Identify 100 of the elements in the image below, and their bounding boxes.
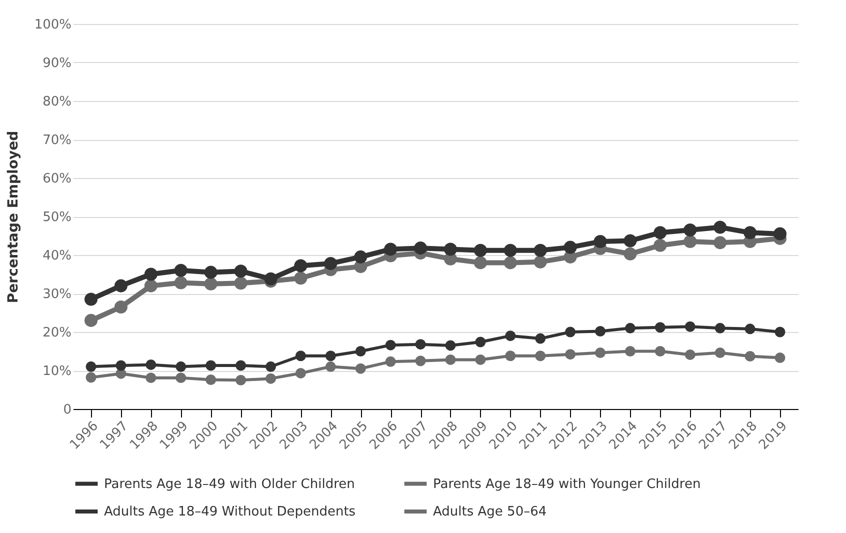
y-tick-label: 70% <box>42 133 72 148</box>
point <box>116 360 126 371</box>
point <box>414 242 428 255</box>
point <box>415 356 426 366</box>
legend-label: Parents Age 18–49 with Older Children <box>104 476 355 492</box>
point <box>264 272 278 286</box>
point <box>265 373 276 384</box>
point <box>174 264 188 277</box>
point <box>355 363 366 374</box>
point <box>295 368 306 378</box>
point <box>624 247 637 260</box>
point <box>714 220 727 234</box>
point <box>744 351 756 362</box>
y-tick-label: 0 <box>63 402 72 418</box>
point <box>445 340 456 351</box>
point <box>234 264 248 278</box>
point <box>475 336 486 348</box>
point <box>774 352 786 364</box>
point <box>114 279 128 292</box>
point <box>654 346 666 356</box>
point <box>595 326 606 336</box>
point <box>564 240 577 254</box>
point <box>86 372 96 383</box>
point <box>774 326 786 338</box>
y-tick-label: 90% <box>42 56 72 71</box>
y-tick-label: 100% <box>34 18 72 32</box>
point <box>684 235 697 248</box>
point <box>355 346 366 356</box>
legend-label: Adults Age 50–64 <box>433 504 547 520</box>
point <box>146 372 156 384</box>
point <box>654 322 666 333</box>
point <box>234 276 248 290</box>
legend-label: Parents Age 18–49 with Younger Children <box>433 476 701 492</box>
point <box>84 292 98 306</box>
point <box>535 333 546 344</box>
point <box>176 361 186 372</box>
point <box>565 326 576 338</box>
y-tick-label: 60% <box>42 172 72 186</box>
point <box>744 226 757 240</box>
point <box>415 339 426 350</box>
point <box>744 324 756 334</box>
point <box>714 322 726 334</box>
point <box>114 300 128 314</box>
point <box>354 250 368 264</box>
point <box>474 256 487 270</box>
point <box>714 236 727 250</box>
point <box>595 348 606 358</box>
point <box>565 349 576 360</box>
y-tick-label: 30% <box>42 287 72 302</box>
y-tick-label: 40% <box>42 248 72 264</box>
point <box>324 256 338 270</box>
point <box>474 244 487 257</box>
point <box>144 279 158 292</box>
point <box>204 266 218 279</box>
y-tick-label: 50% <box>42 210 72 225</box>
point <box>236 374 246 386</box>
point <box>505 330 516 342</box>
point <box>684 321 696 332</box>
point <box>325 361 336 372</box>
point <box>294 272 308 285</box>
point <box>624 346 636 356</box>
point <box>505 350 516 362</box>
point <box>84 314 98 327</box>
point <box>624 234 637 248</box>
point <box>445 354 456 365</box>
point <box>594 235 607 248</box>
point <box>204 277 218 290</box>
point <box>535 350 546 362</box>
point <box>146 359 156 370</box>
point <box>654 226 667 240</box>
point <box>385 340 396 350</box>
y-axis-title: Percentage Employed <box>5 130 22 304</box>
point <box>444 242 457 256</box>
y-tick-label: 80% <box>42 94 72 110</box>
point <box>144 268 158 281</box>
point <box>176 372 186 384</box>
y-tick-label: 20% <box>42 326 72 340</box>
point <box>206 360 216 371</box>
point <box>684 349 696 360</box>
point <box>384 242 398 256</box>
point <box>504 244 517 257</box>
point <box>475 354 486 365</box>
point <box>385 356 396 367</box>
point <box>504 256 517 270</box>
point <box>684 223 697 236</box>
point <box>624 322 636 334</box>
y-tick-label: 10% <box>42 364 72 379</box>
point <box>534 244 547 257</box>
point <box>714 348 726 358</box>
point <box>236 360 246 371</box>
point <box>295 350 306 362</box>
point <box>534 255 547 268</box>
point <box>265 361 276 372</box>
point <box>294 259 308 272</box>
point <box>325 350 336 362</box>
point <box>773 227 787 240</box>
point <box>86 361 96 372</box>
point <box>206 374 216 385</box>
legend-label: Adults Age 18–49 Without Dependents <box>104 504 356 520</box>
point <box>174 276 188 290</box>
